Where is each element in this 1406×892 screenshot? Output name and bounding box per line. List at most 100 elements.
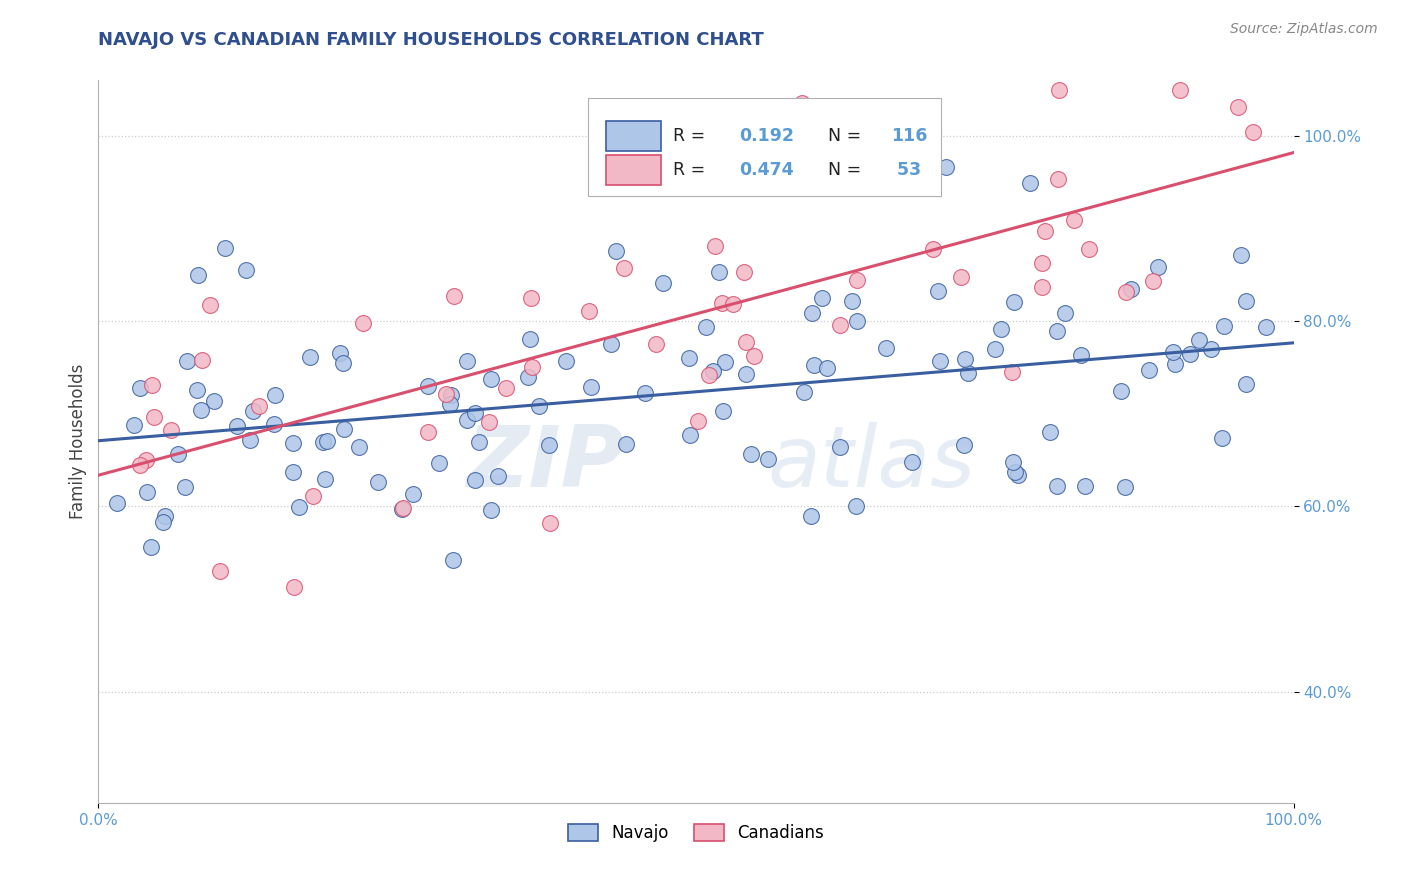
Point bbox=[900, 454, 922, 468]
Point bbox=[845, 499, 868, 513]
Point bbox=[1047, 172, 1070, 186]
Point bbox=[520, 291, 543, 305]
Point bbox=[333, 422, 356, 436]
Point bbox=[478, 415, 501, 429]
Point bbox=[1004, 465, 1026, 479]
Point bbox=[443, 289, 465, 303]
Point bbox=[1031, 256, 1053, 270]
Point bbox=[239, 434, 262, 448]
Point bbox=[740, 447, 762, 461]
Point bbox=[135, 452, 157, 467]
Point bbox=[537, 438, 560, 452]
Point bbox=[129, 458, 152, 472]
Point bbox=[721, 297, 744, 311]
Point bbox=[302, 489, 325, 503]
Point bbox=[735, 368, 758, 382]
Point bbox=[1188, 333, 1211, 347]
Y-axis label: Family Households: Family Households bbox=[69, 364, 87, 519]
Point bbox=[735, 335, 758, 350]
Point bbox=[921, 243, 943, 257]
FancyBboxPatch shape bbox=[589, 98, 941, 196]
Point bbox=[176, 353, 198, 368]
Point bbox=[1033, 225, 1056, 239]
Point bbox=[187, 268, 209, 283]
Point bbox=[1230, 248, 1253, 262]
Point bbox=[828, 318, 851, 332]
Point bbox=[1212, 319, 1234, 334]
Point bbox=[956, 366, 979, 380]
Point bbox=[283, 580, 305, 594]
Point bbox=[1039, 425, 1062, 440]
Point bbox=[1002, 295, 1025, 310]
Point bbox=[434, 387, 457, 401]
Point bbox=[578, 303, 600, 318]
Point bbox=[191, 352, 214, 367]
Point bbox=[247, 399, 270, 413]
Point bbox=[711, 404, 734, 418]
Point bbox=[633, 386, 655, 401]
Point bbox=[793, 385, 815, 400]
Point bbox=[481, 503, 503, 517]
Point bbox=[153, 509, 176, 524]
Point bbox=[928, 354, 950, 368]
Point bbox=[935, 161, 957, 175]
Point bbox=[984, 342, 1007, 356]
Point bbox=[418, 379, 440, 393]
Point bbox=[815, 360, 838, 375]
Point bbox=[186, 383, 208, 397]
Point bbox=[1031, 280, 1053, 294]
Point bbox=[875, 341, 897, 355]
Point bbox=[1211, 431, 1233, 445]
Point bbox=[456, 413, 478, 427]
Point bbox=[1241, 125, 1264, 139]
Point bbox=[367, 475, 389, 489]
Point bbox=[1047, 82, 1070, 96]
Point bbox=[1164, 357, 1187, 371]
Point bbox=[1046, 325, 1069, 339]
Point bbox=[846, 314, 869, 328]
Point bbox=[329, 346, 352, 360]
Point bbox=[695, 320, 717, 334]
Point bbox=[152, 515, 174, 529]
Point bbox=[416, 425, 439, 440]
Point bbox=[600, 336, 623, 351]
Point bbox=[1199, 343, 1222, 357]
Point bbox=[347, 440, 370, 454]
Point bbox=[529, 399, 551, 413]
Point bbox=[860, 112, 883, 127]
Point bbox=[990, 322, 1012, 336]
Point bbox=[613, 261, 636, 276]
Point bbox=[1114, 480, 1136, 494]
Point bbox=[242, 404, 264, 418]
Text: R =: R = bbox=[673, 161, 711, 178]
Point bbox=[235, 263, 257, 277]
Point bbox=[479, 372, 502, 386]
Point bbox=[202, 393, 225, 408]
Point bbox=[1054, 306, 1077, 320]
Text: N =: N = bbox=[817, 128, 866, 145]
Point bbox=[332, 356, 354, 370]
Point bbox=[1234, 294, 1257, 309]
Point bbox=[299, 350, 322, 364]
Point bbox=[742, 349, 765, 363]
Point bbox=[1078, 242, 1101, 256]
Point bbox=[522, 360, 544, 375]
Point bbox=[800, 508, 823, 523]
Point bbox=[1256, 320, 1278, 334]
Point bbox=[1063, 213, 1085, 227]
Point bbox=[315, 434, 337, 448]
Point bbox=[456, 354, 478, 368]
Point bbox=[517, 370, 540, 384]
Point bbox=[756, 451, 779, 466]
Point bbox=[1001, 366, 1024, 380]
Point bbox=[129, 381, 152, 395]
Text: Source: ZipAtlas.com: Source: ZipAtlas.com bbox=[1230, 22, 1378, 37]
Point bbox=[519, 333, 541, 347]
Point bbox=[439, 397, 461, 411]
Point bbox=[143, 410, 166, 425]
Point bbox=[709, 265, 731, 279]
Point bbox=[579, 380, 602, 394]
Point bbox=[776, 164, 799, 178]
Point bbox=[1070, 348, 1092, 362]
Point bbox=[1234, 376, 1257, 391]
